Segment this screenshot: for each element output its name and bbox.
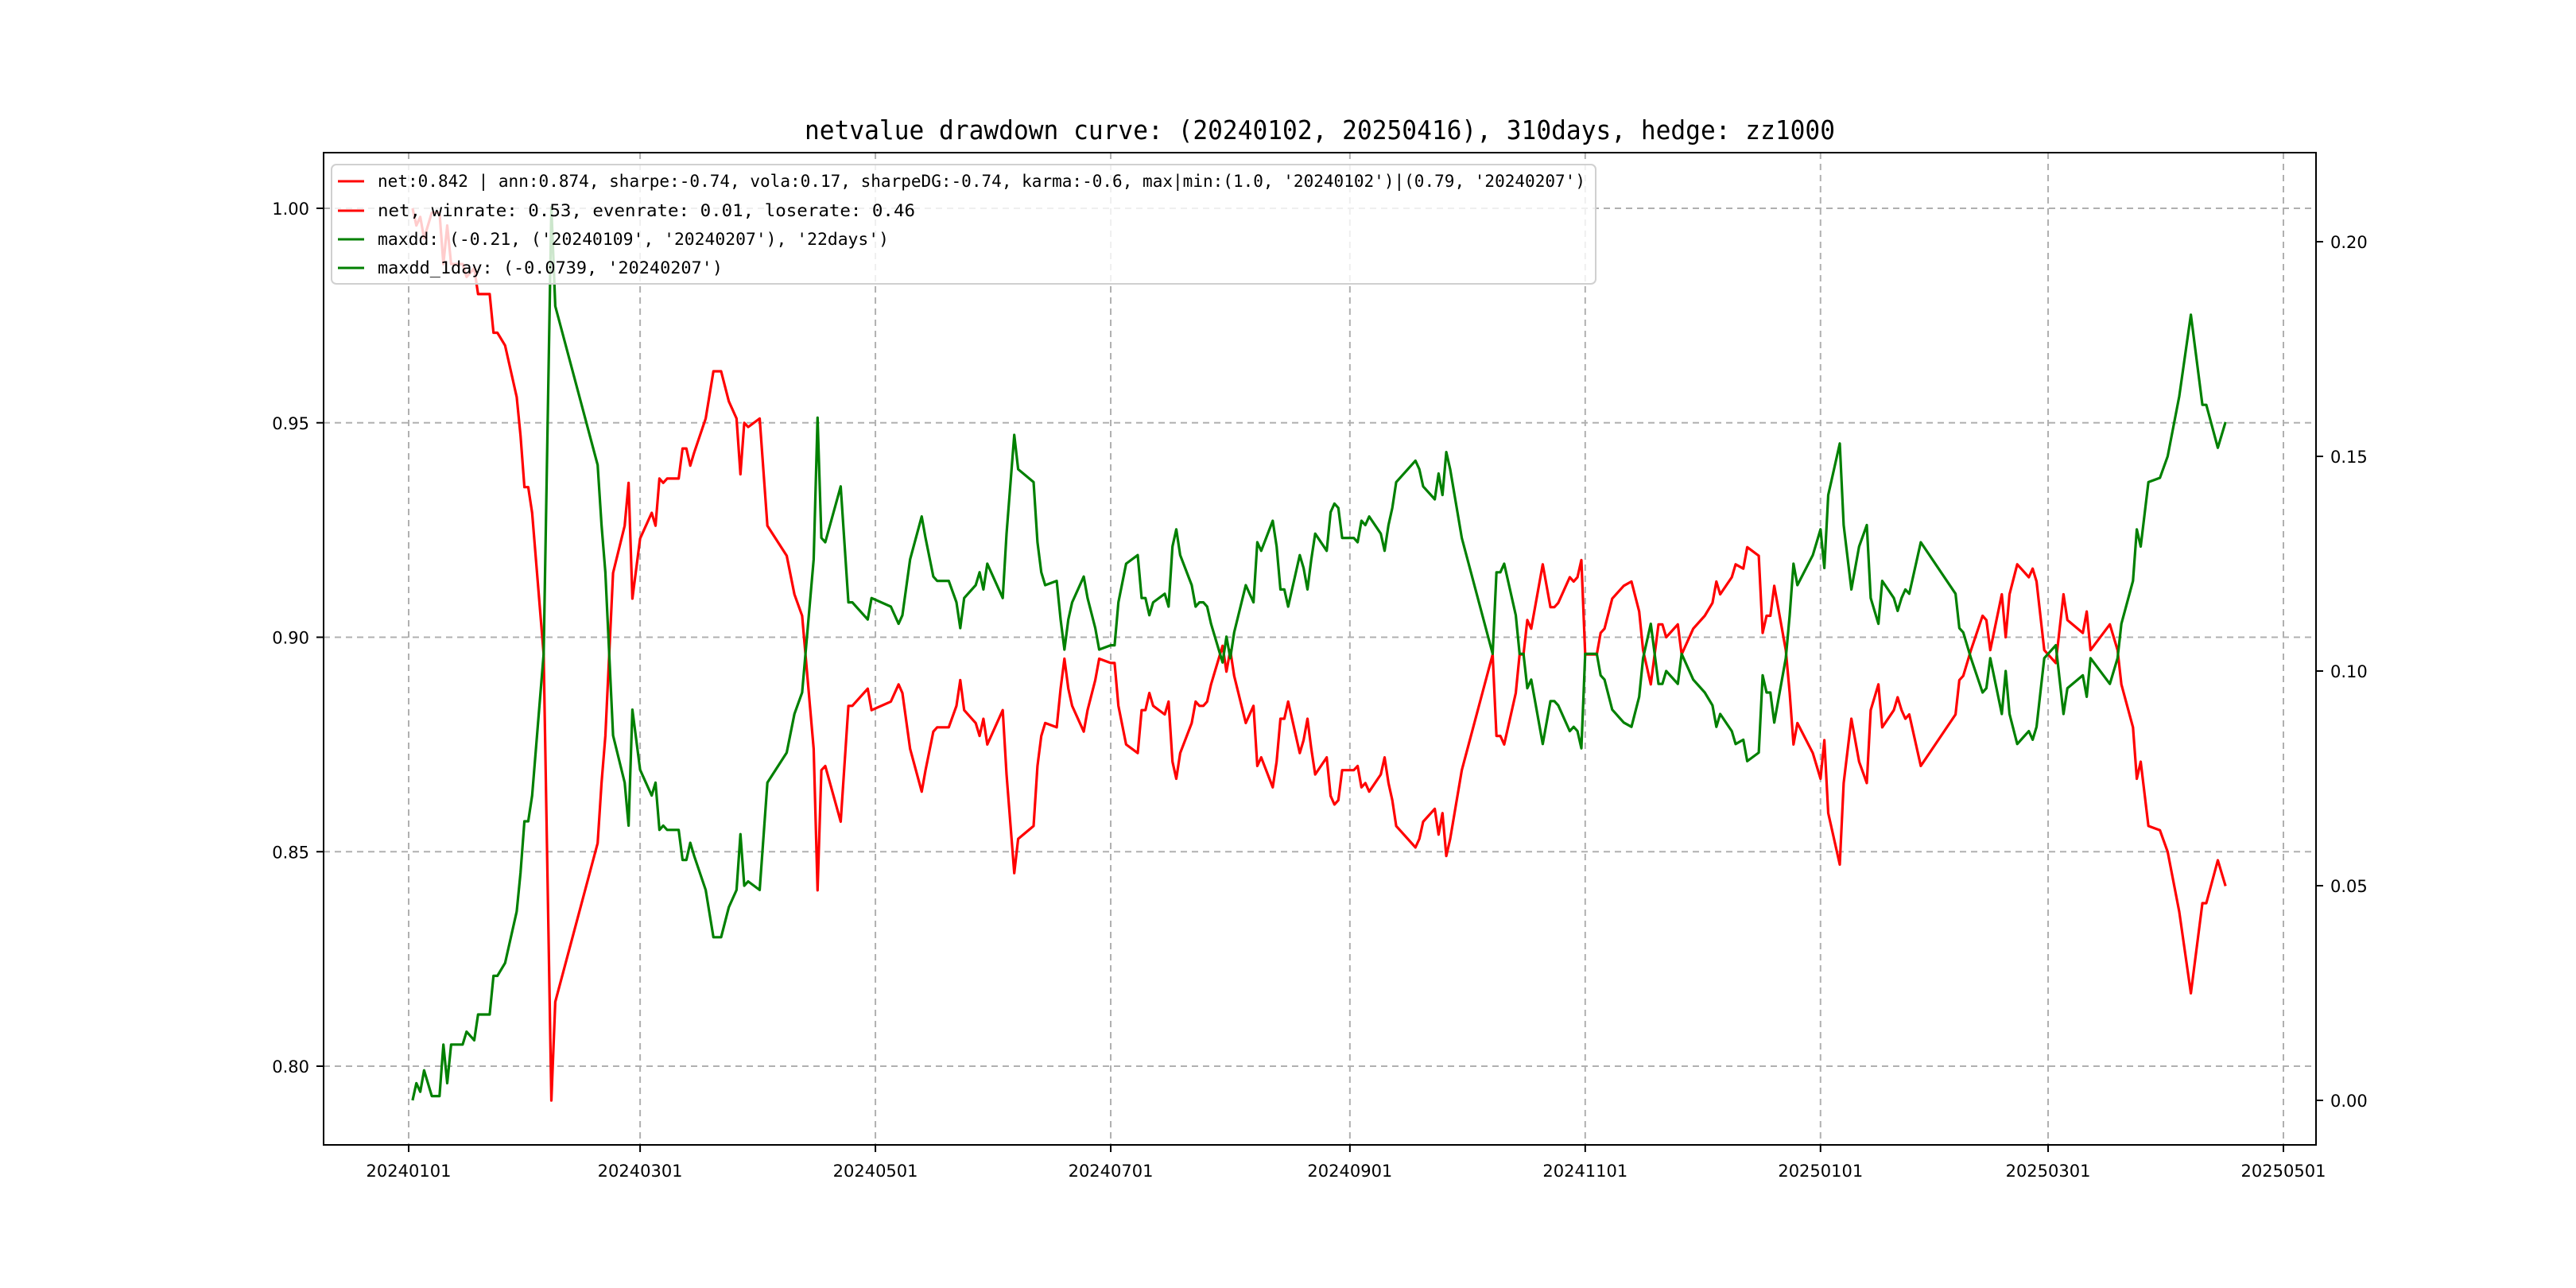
y-right-tick-label: 0.05 bbox=[2330, 877, 2368, 896]
y-axis-right: 0.00 0.05 0.10 0.15 0.20 bbox=[2316, 233, 2368, 1111]
legend: net:0.842 | ann:0.874, sharpe:-0.74, vol… bbox=[331, 164, 1596, 285]
axes-frame bbox=[323, 152, 2317, 1146]
legend-label-maxdd-1day: maxdd_1day: (-0.0739, '20240207') bbox=[378, 258, 723, 277]
legend-label-net-stats: net:0.842 | ann:0.874, sharpe:-0.74, vol… bbox=[378, 172, 1585, 192]
y-left-tick-label: 0.95 bbox=[272, 414, 309, 433]
y-right-tick-label: 0.10 bbox=[2330, 662, 2368, 681]
y-left-tick-label: 0.80 bbox=[272, 1057, 309, 1077]
x-tick-label: 20240701 bbox=[1069, 1162, 1154, 1181]
x-tick-label: 20250301 bbox=[2006, 1162, 2091, 1181]
legend-box bbox=[331, 164, 1596, 285]
y-left-tick-label: 0.90 bbox=[272, 629, 309, 648]
y-left-tick-label: 1.00 bbox=[272, 200, 309, 219]
legend-label-net-winrate: net, winrate: 0.53, evenrate: 0.01, lose… bbox=[378, 201, 915, 220]
maxdd-line bbox=[411, 206, 2227, 1101]
plot-lines bbox=[411, 206, 2227, 1102]
x-tick-label: 20240101 bbox=[367, 1162, 452, 1181]
chart-title: netvalue drawdown curve: (20240102, 2025… bbox=[805, 114, 1835, 145]
x-tick-label: 20241101 bbox=[1542, 1162, 1627, 1181]
x-tick-label: 20240501 bbox=[833, 1162, 918, 1181]
y-right-tick-label: 0.20 bbox=[2330, 233, 2368, 252]
y-axis-left: 0.80 0.85 0.90 0.95 1.00 bbox=[272, 200, 324, 1077]
x-axis: 20240101 20240301 20240501 20240701 20240901… bbox=[367, 1145, 2326, 1181]
net-line bbox=[411, 208, 2227, 1102]
x-tick-label: 20250501 bbox=[2241, 1162, 2326, 1181]
y-left-tick-label: 0.85 bbox=[272, 843, 309, 862]
legend-label-maxdd: maxdd: (-0.21, ('20240109', '20240207'),… bbox=[378, 230, 889, 249]
y-right-tick-label: 0.00 bbox=[2330, 1092, 2368, 1111]
x-tick-label: 20240901 bbox=[1307, 1162, 1392, 1181]
x-tick-label: 20250101 bbox=[1778, 1162, 1863, 1181]
x-tick-label: 20240301 bbox=[598, 1162, 683, 1181]
y-right-tick-label: 0.15 bbox=[2330, 448, 2368, 467]
